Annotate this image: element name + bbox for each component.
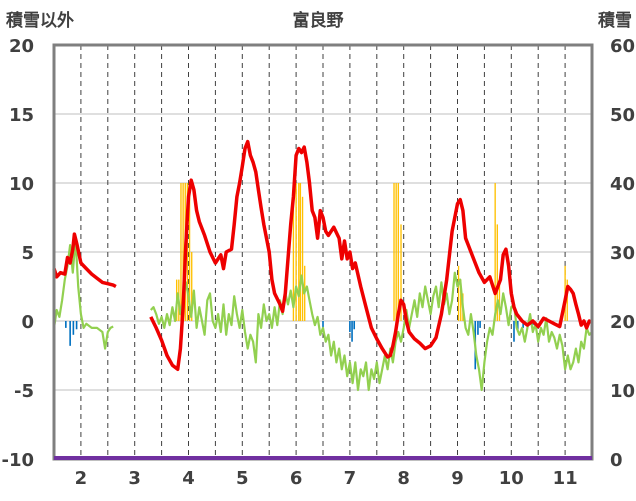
y-right-tick-label: 20 [610,312,635,333]
series-line [149,139,593,372]
bar [397,183,399,321]
x-tick-label: 11 [553,468,578,489]
bar [322,321,324,330]
bar [191,252,193,321]
bar [479,321,481,328]
bar [477,321,479,335]
bar [72,321,75,335]
x-tick-label: 10 [499,468,524,489]
series-line [52,237,114,350]
bar [349,321,351,333]
series-line [52,232,117,289]
x-tick-label: 5 [236,468,249,489]
bar [186,183,189,321]
bar [351,321,353,342]
y-right-tick-label: 40 [610,174,635,195]
x-tick-label: 3 [128,468,141,489]
bar-series [65,183,568,370]
x-tick-label: 7 [344,468,357,489]
bar [298,183,300,321]
y-left-tick-label: 20 [9,36,34,57]
bar [180,183,182,321]
bar [393,183,395,321]
left-axis-label: 積雪以外 [6,10,74,31]
right-axis-label: 積雪 [598,10,632,31]
y-left-tick-label: -5 [14,381,34,402]
bar [516,321,519,333]
line-series [52,139,593,392]
bar [182,183,184,321]
x-tick-label: 9 [451,468,464,489]
bar [75,321,78,330]
bar [299,183,302,321]
bar [513,321,515,342]
bar [400,224,402,321]
series-line [150,271,593,392]
y-right-tick-label: 50 [610,105,635,126]
chart-title: 富良野 [293,10,344,31]
plot-frame [52,43,594,461]
bar [69,321,71,346]
bar [292,183,295,321]
y-left-tick-label: 0 [21,312,34,333]
y-right-tick-label: 10 [610,381,635,402]
y-right-tick-label: 30 [610,243,635,264]
bar [395,183,397,321]
bar [460,279,462,321]
x-tick-label: 2 [75,468,88,489]
y-left-tick-label: 5 [21,243,34,264]
y-left-tick-label: 15 [9,105,34,126]
y-left-tick-label: 10 [9,174,34,195]
bar [188,183,191,321]
x-tick-label: 6 [290,468,303,489]
bar [457,265,460,321]
bar [494,183,496,321]
bar [65,321,67,328]
bar [353,321,356,330]
bar [522,321,524,328]
grid [54,44,592,460]
bar [301,196,304,321]
y-right-tick-label: 0 [610,450,623,471]
x-tick-label: 4 [182,468,195,489]
x-tick-label: 8 [397,468,410,489]
y-right-tick-label: 60 [610,36,635,57]
bar [496,224,498,321]
bar [498,279,501,321]
bar [566,279,568,321]
bar [295,183,297,321]
y-left-tick-label: -10 [1,450,34,471]
